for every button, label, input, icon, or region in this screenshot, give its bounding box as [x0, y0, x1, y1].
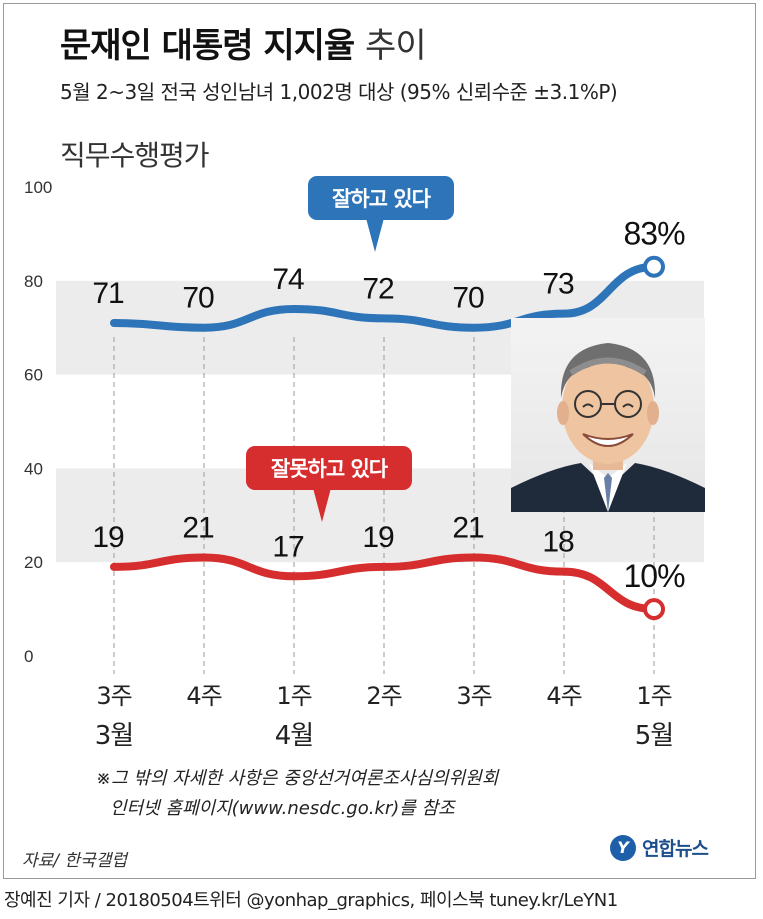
data-label: 19	[362, 521, 394, 554]
y-tick-label: 60	[24, 366, 43, 385]
footnote-line-2: 인터넷 홈페이지(www.nesdc.go.kr)를 참조	[110, 798, 455, 819]
logo-mark-icon: Y	[610, 834, 636, 861]
subtitle: 5월 2~3일 전국 성인남녀 1,002명 대상 (95% 신뢰수준 ±3.1…	[60, 80, 618, 104]
data-label: 83%	[623, 216, 685, 252]
data-label: 19	[92, 521, 124, 554]
x-tick-month-label: 3월	[95, 721, 133, 751]
y-tick-label: 20	[24, 553, 43, 572]
callout-approve-tail	[366, 218, 384, 252]
series-line-disapprove	[110, 553, 658, 614]
title-light: 추이	[365, 26, 427, 66]
title-bold: 문재인 대통령 지지율	[60, 26, 355, 66]
callout-approve-box	[308, 176, 454, 220]
logo-text: 연합뉴스	[642, 838, 709, 860]
page-title: 문재인 대통령 지지율 추이	[60, 18, 427, 67]
callout-disapprove-box	[246, 446, 412, 490]
y-tick-label: 100	[24, 178, 52, 197]
credit-line: 장예진 기자 / 20180504트위터 @yonhap_graphics, 페…	[4, 890, 618, 911]
data-label: 18	[542, 526, 574, 559]
x-tick-month-label: 5월	[635, 721, 673, 751]
callout-disapprove-tail	[313, 488, 331, 522]
x-tick-label: 1주	[276, 682, 311, 710]
y-tick-label: 0	[24, 647, 33, 666]
footnote-line-1: ※그 밖의 자세한 사항은 중앙선거여론조사심의위원회	[96, 768, 499, 789]
portrait-illustration	[511, 343, 705, 512]
data-label: 72	[362, 272, 394, 305]
data-label: 70	[452, 282, 484, 315]
section-title: 직무수행평가	[60, 139, 210, 172]
series-line-approve	[110, 262, 658, 332]
data-label: 10%	[623, 558, 685, 594]
data-label: 21	[182, 512, 214, 545]
series-end-point	[643, 598, 665, 621]
data-label: 17	[272, 530, 304, 563]
x-tick-label: 1주	[636, 682, 671, 710]
y-tick-label: 80	[24, 272, 43, 291]
series-end-point	[643, 255, 665, 278]
callout-approve-text: 잘하고 있다	[332, 187, 432, 211]
source-label: 자료/ 한국갤럽	[22, 851, 127, 871]
x-tick-month-label: 4월	[275, 721, 313, 751]
x-tick-label: 4주	[546, 682, 581, 710]
president-photo	[511, 318, 705, 512]
footnote: ※그 밖의 자세한 사항은 중앙선거여론조사심의위원회 인터넷 홈페이지(www…	[96, 764, 498, 824]
x-tick-label: 3주	[96, 682, 131, 710]
data-label: 21	[452, 512, 484, 545]
x-tick-label: 2주	[366, 682, 401, 710]
callout-disapprove-text: 잘못하고 있다	[271, 457, 389, 481]
y-tick-label: 40	[24, 459, 43, 478]
yonhap-logo: Y 연합뉴스	[610, 834, 709, 861]
x-tick-label: 3주	[456, 682, 491, 710]
data-label: 74	[272, 263, 304, 296]
x-tick-label: 4주	[186, 682, 221, 710]
data-label: 71	[92, 277, 124, 310]
data-label: 70	[182, 282, 214, 315]
data-label: 73	[542, 268, 574, 301]
